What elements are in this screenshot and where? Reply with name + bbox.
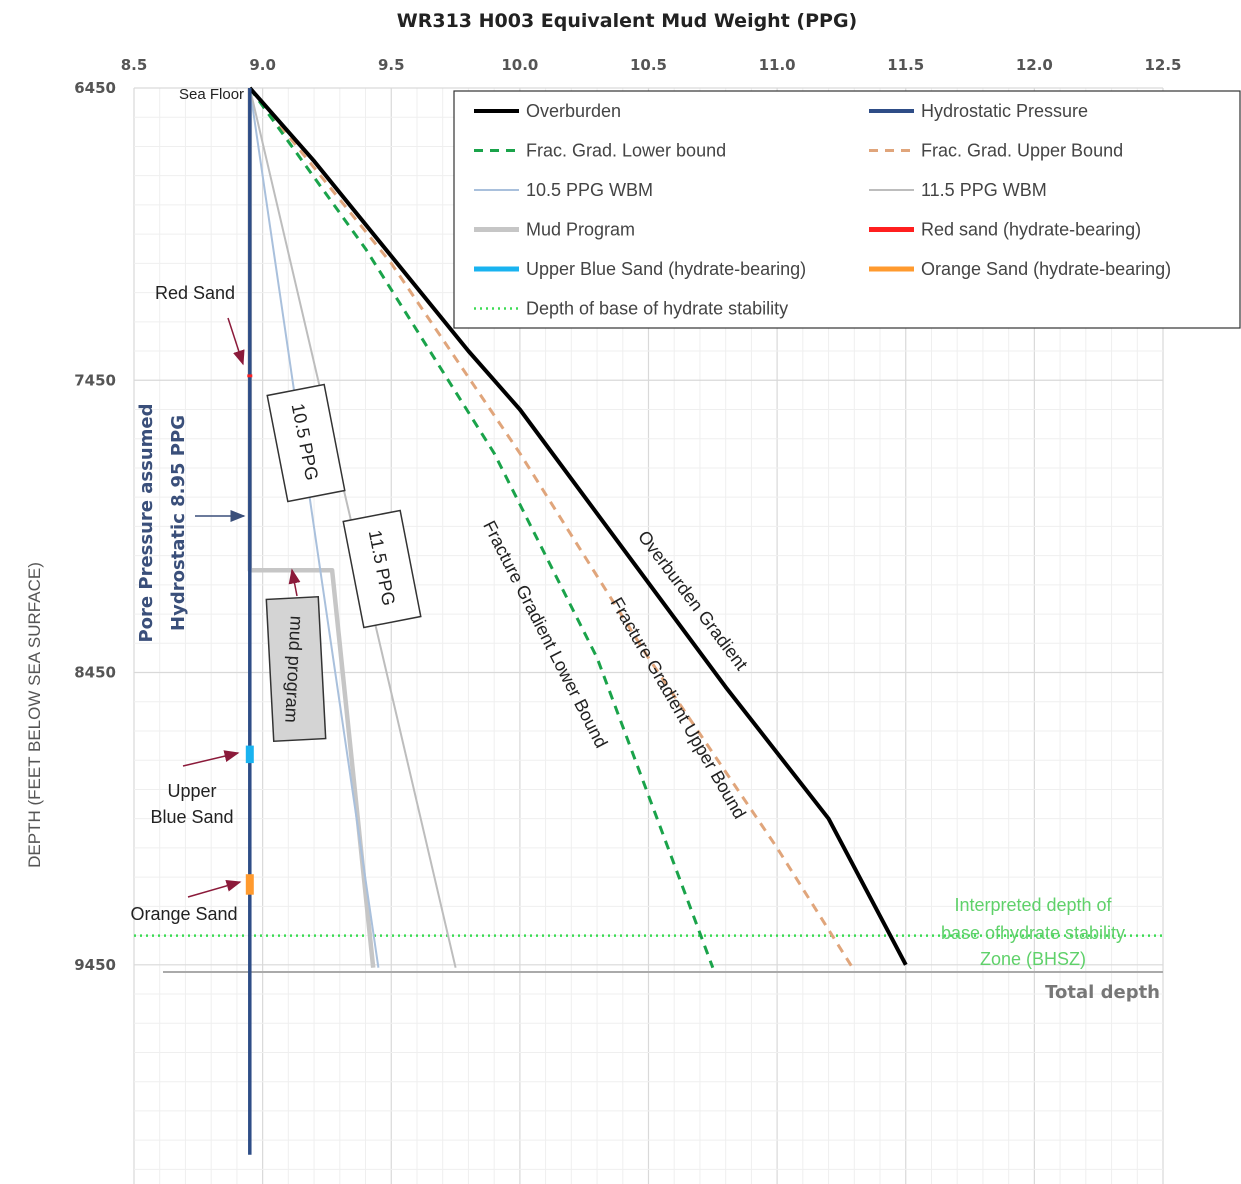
y-tick-label: 9450 bbox=[74, 956, 116, 974]
bhsz-label-3: Zone (BHSZ) bbox=[980, 949, 1086, 969]
chart-title: WR313 H003 Equivalent Mud Weight (PPG) bbox=[397, 10, 857, 32]
upper-blue-sand-label-2: Blue Sand bbox=[150, 807, 233, 827]
red-sand-arrow bbox=[227, 317, 245, 366]
y-tick-label: 6450 bbox=[74, 79, 116, 97]
legend-label: Overburden bbox=[526, 101, 621, 121]
legend-box bbox=[453, 90, 1241, 329]
series-frac-grad-lower-bound bbox=[248, 87, 715, 969]
bhsz-label-1: Interpreted depth of bbox=[954, 895, 1112, 915]
x-tick-label: 10.0 bbox=[501, 56, 538, 74]
red-sand-label: Red Sand bbox=[155, 283, 235, 303]
orange-sand-label: Orange Sand bbox=[130, 904, 237, 924]
frac-upper-label: Fracture Gradient Upper Bound bbox=[607, 594, 750, 822]
x-tick-label: 9.5 bbox=[378, 56, 405, 74]
x-tick-label: 11.5 bbox=[887, 56, 924, 74]
x-tick-labels: 8.5 9.0 9.5 10.0 10.5 11.0 11.5 12.0 12.5 bbox=[121, 56, 1182, 74]
legend-label: 10.5 PPG WBM bbox=[526, 180, 653, 200]
sea-floor-label: Sea Floor bbox=[179, 86, 244, 103]
y-tick-labels: 6450 7450 8450 9450 bbox=[74, 79, 116, 974]
legend: Overburden Hydrostatic Pressure Frac. Grad… bbox=[453, 90, 1241, 329]
series-frac-grad-upper-bound bbox=[248, 87, 856, 972]
box-10-5-ppg: 10.5 PPG bbox=[266, 383, 346, 503]
pore-pressure-line-1: Pore Pressure assumed bbox=[136, 403, 157, 642]
legend-label: Frac. Grad. Lower bound bbox=[526, 141, 726, 161]
x-tick-label: 9.0 bbox=[249, 56, 276, 74]
pore-pressure-note: Pore Pressure assumed Hydrostatic 8.95 P… bbox=[136, 403, 189, 642]
legend-label: Depth of base of hydrate stability bbox=[526, 299, 788, 319]
y-axis-label: DEPTH (FEET BELOW SEA SURFACE) bbox=[25, 562, 44, 868]
legend-label: Hydrostatic Pressure bbox=[921, 101, 1088, 121]
mud-program-arrow bbox=[288, 568, 301, 597]
upper-blue-sand-arrow bbox=[182, 750, 240, 767]
legend-label: 11.5 PPG WBM bbox=[921, 180, 1047, 200]
bhsz-label-2: base ofhydrate stability bbox=[941, 923, 1125, 943]
upper-blue-sand-label-1: Upper bbox=[167, 781, 216, 801]
orange-sand-arrow bbox=[187, 879, 242, 898]
legend-label: Red sand (hydrate-bearing) bbox=[921, 220, 1141, 240]
mud-program-box: mud program bbox=[265, 595, 327, 743]
total-depth-label: Total depth bbox=[1045, 982, 1160, 1003]
y-tick-label: 8450 bbox=[74, 664, 116, 682]
legend-label: Frac. Grad. Upper Bound bbox=[921, 141, 1123, 161]
legend-label: Orange Sand (hydrate-bearing) bbox=[921, 259, 1171, 279]
x-tick-label: 12.0 bbox=[1016, 56, 1053, 74]
series-overburden bbox=[248, 86, 908, 966]
legend-label: Mud Program bbox=[526, 220, 635, 240]
x-tick-label: 10.5 bbox=[630, 56, 667, 74]
y-tick-label: 7450 bbox=[74, 371, 116, 389]
x-tick-label: 12.5 bbox=[1144, 56, 1181, 74]
legend-label: Upper Blue Sand (hydrate-bearing) bbox=[526, 259, 806, 279]
box-11-5-ppg: 11.5 PPG bbox=[342, 509, 422, 629]
series-10-5-ppg-wbm bbox=[248, 87, 380, 968]
series-group bbox=[134, 86, 1163, 1155]
pore-pressure-line-2: Hydrostatic 8.95 PPG bbox=[168, 415, 189, 631]
x-tick-label: 11.0 bbox=[759, 56, 796, 74]
x-tick-label: 8.5 bbox=[121, 56, 148, 74]
